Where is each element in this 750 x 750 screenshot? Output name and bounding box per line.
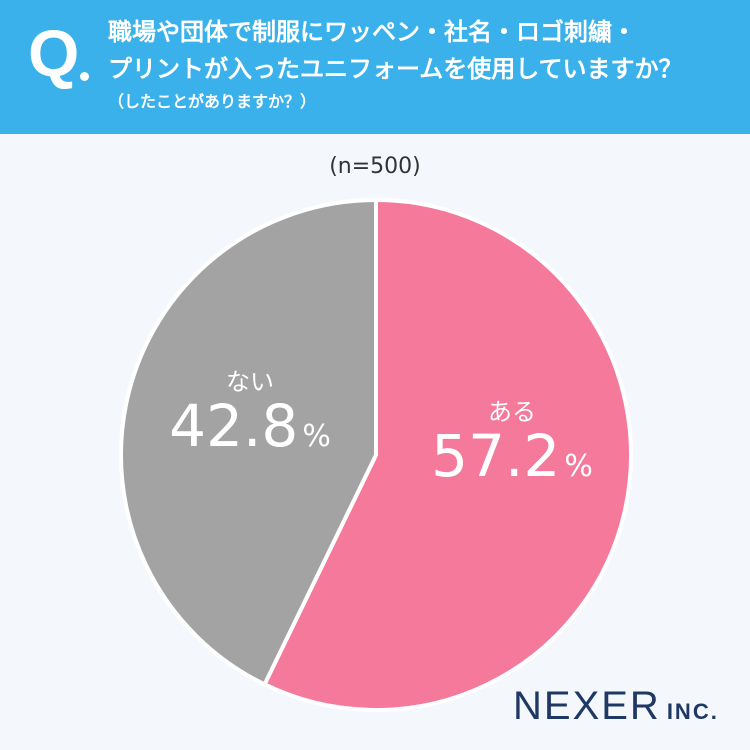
brand-suffix: INC. — [666, 699, 719, 724]
pie-slices — [119, 198, 633, 712]
slice-label-yes: ある — [488, 398, 536, 426]
slice-unit-no: % — [302, 419, 331, 454]
question-line-2: プリントが入ったユニフォームを使用していますか？ — [108, 55, 683, 83]
question-text: 職場や団体で制服にワッペン・社名・ロゴ刺繍・ プリントが入ったユニフォームを使用… — [108, 14, 738, 115]
pie-slice-yes — [262, 198, 633, 712]
brand-name: NEXER — [513, 684, 661, 728]
nexer-logo: NEXER INC. — [513, 684, 719, 729]
slice-label-no: ない — [226, 368, 274, 396]
question-mark: Q — [28, 16, 80, 90]
question-line-1: 職場や団体で制服にワッペン・社名・ロゴ刺繍・ — [108, 18, 636, 46]
question-mark-dot — [80, 72, 89, 81]
pie-slice-no — [119, 198, 378, 687]
sample-size: (n=500) — [329, 154, 421, 179]
question-banner: Q 職場や団体で制服にワッペン・社名・ロゴ刺繍・ プリントが入ったユニフォームを… — [0, 0, 750, 134]
slice-unit-yes: % — [564, 449, 593, 484]
question-note: （したことがありますか？） — [108, 92, 317, 111]
